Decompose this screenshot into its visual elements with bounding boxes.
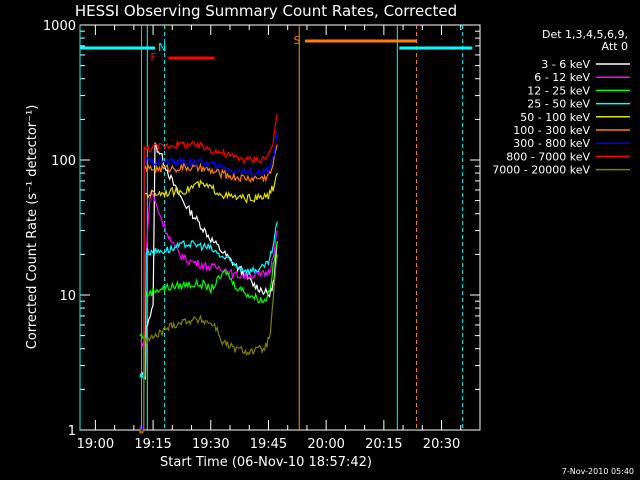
legend-entry-label: 100 - 300 keV	[513, 124, 590, 137]
legend-header-attenuator: Att 0	[602, 40, 628, 53]
series-line	[139, 142, 278, 380]
series-line	[139, 254, 278, 433]
x-tick-label: 20:00	[307, 437, 344, 452]
flag-label-S: S	[293, 34, 300, 47]
legend-entry-label: 800 - 7000 keV	[506, 150, 590, 163]
x-tick-label: 20:30	[423, 437, 460, 452]
x-tick-label: 19:30	[192, 437, 229, 452]
series-line	[139, 221, 278, 381]
plot-area: 1 10 100 1000 19:00 19:15 19:30 19:45 20:00 20:15…	[43, 19, 481, 452]
x-axis-label: Start Time (06-Nov-10 18:57:42)	[160, 455, 372, 470]
flag-label-N: N	[158, 41, 166, 54]
x-tick-label: 19:00	[77, 437, 114, 452]
chart-title: HESSI Observing Summary Count Rates, Cor…	[75, 2, 457, 20]
series-line	[139, 172, 278, 433]
legend-entry-label: 12 - 25 keV	[527, 84, 590, 97]
x-tick-label: 20:15	[365, 437, 402, 452]
y-tick-label: 10	[59, 289, 76, 304]
series-line	[139, 132, 278, 434]
y-tick-label: 1	[68, 424, 76, 439]
legend-entry-label: 7000 - 20000 keV	[492, 164, 590, 177]
y-tick-label: 1000	[43, 19, 76, 34]
legend-header-detectors: Det 1,3,4,5,6,9,	[542, 28, 628, 41]
series-line	[139, 113, 278, 435]
generation-timestamp: 7-Nov-2010 05:40	[562, 467, 634, 476]
legend-entry-label: 6 - 12 keV	[534, 71, 590, 84]
x-tick-label: 19:15	[134, 437, 171, 452]
series-line	[139, 241, 278, 339]
legend-entry-label: 50 - 100 keV	[520, 111, 590, 124]
y-axis-label: Corrected Count Rate (s⁻¹ detector⁻¹)	[25, 105, 40, 350]
series-line	[139, 144, 278, 434]
x-tick-label: 19:45	[250, 437, 287, 452]
series-line	[139, 190, 278, 348]
legend-entry-label: 25 - 50 keV	[527, 98, 590, 111]
flag-label-F: F	[150, 51, 156, 64]
y-tick-label: 100	[51, 154, 76, 169]
legend-entry-label: 300 - 800 keV	[513, 137, 590, 150]
legend-entry-label: 3 - 6 keV	[541, 58, 590, 71]
